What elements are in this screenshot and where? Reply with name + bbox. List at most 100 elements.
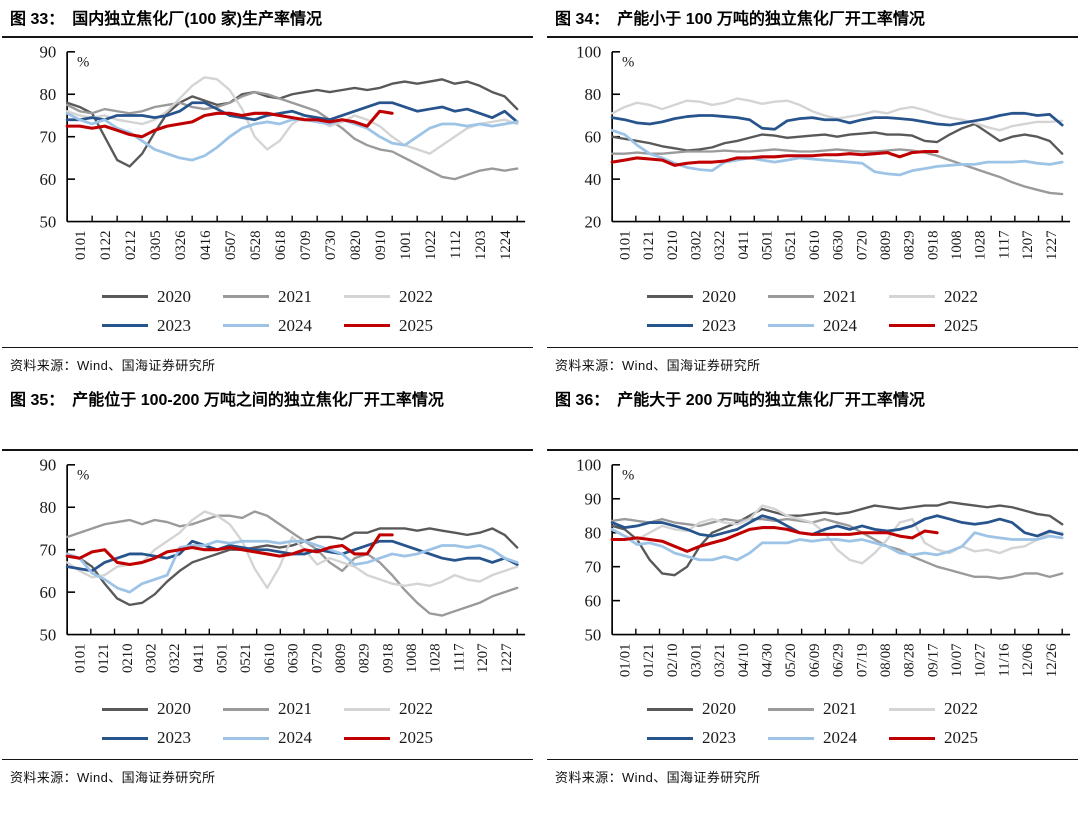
legend-item-2024: 2024 (223, 316, 312, 336)
legend-item-2025: 2025 (344, 316, 433, 336)
figure-34-title: 图 34： 产能小于 100 万吨的独立焦化厂开工率情况 (555, 11, 925, 28)
x-tick-label: 12/26 (1044, 643, 1060, 677)
x-tick-label: 0122 (98, 230, 114, 260)
figure-35-panel: 图 35： 产能位于 100-200 万吨之间的独立焦化厂开工率情况 50 60 7… (2, 383, 533, 796)
x-axis-ticks (611, 628, 1063, 635)
legend-item-2023: 2023 (102, 728, 191, 748)
legend-label: 2020 (157, 286, 191, 306)
y-axis-ticks: 50 60 70 80 90 100 (576, 455, 621, 644)
legend-row: 2020 2021 2022 (647, 287, 978, 307)
legend-label: 2024 (823, 315, 857, 335)
x-tick-label: 0630 (286, 643, 302, 673)
legend-label: 2025 (399, 728, 433, 748)
x-tick-label: 0121 (641, 230, 657, 260)
legend-item-2024: 2024 (768, 316, 857, 336)
figure-33-legend: 2020 2021 2022 2023 2024 2025 (2, 287, 533, 336)
x-tick-label: 0720 (309, 643, 325, 673)
x-tick-label: 0411 (736, 230, 752, 259)
title-rule (2, 448, 533, 451)
figure-34-legend: 2020 2021 2022 2023 2024 2025 (547, 287, 1078, 336)
x-tick-label: 0809 (333, 643, 349, 673)
legend-line-swatch (344, 324, 390, 328)
x-tick-label: 10/27 (973, 643, 989, 677)
legend-row: 2023 2024 2025 (102, 728, 433, 748)
x-axis-ticks (66, 215, 518, 222)
legend-line-swatch (102, 295, 148, 299)
x-tick-label: 1227 (1044, 230, 1060, 260)
y-axis-unit-label: % (622, 467, 634, 483)
source-rule (547, 346, 1078, 348)
y-tick-label: 60 (40, 583, 57, 602)
x-tick-label: 1207 (1020, 230, 1036, 260)
legend-item-2021: 2021 (223, 287, 312, 307)
legend-line-swatch (647, 707, 693, 711)
figure-34-source: 资料来源：Wind、国海证券研究所 (555, 357, 761, 373)
x-tick-label: 07/19 (854, 643, 870, 677)
axes (66, 464, 526, 636)
legend-label: 2023 (702, 315, 736, 335)
y-axis-unit-label: % (77, 55, 89, 71)
legend-item-2020: 2020 (102, 287, 191, 307)
x-tick-label: 09/17 (925, 643, 941, 677)
x-tick-label: 1207 (475, 643, 491, 673)
figure-34-panel: 图 34： 产能小于 100 万吨的独立焦化厂开工率情况 20 40 60 80 100… (547, 2, 1078, 383)
x-tick-label: 08/28 (902, 643, 918, 677)
x-tick-label: 1112 (448, 230, 464, 259)
legend-item-2022: 2022 (889, 287, 978, 307)
x-tick-label: 0101 (72, 643, 88, 673)
legend-item-2020: 2020 (647, 699, 736, 719)
series-line-2022 (65, 510, 519, 589)
series-line-2024 (610, 527, 1064, 561)
legend-item-2023: 2023 (647, 316, 736, 336)
source-rule (2, 759, 533, 761)
title-rule (2, 36, 533, 38)
y-tick-label: 50 (40, 212, 57, 231)
x-tick-label: 02/10 (665, 643, 681, 677)
legend-line-swatch (647, 324, 693, 328)
series-line-2021 (65, 90, 519, 181)
series-line-2024 (65, 111, 519, 162)
legend-label: 2021 (278, 286, 312, 306)
series-line-2021 (610, 517, 1064, 580)
legend-line-swatch (889, 707, 935, 711)
axes (611, 464, 1071, 636)
series-lines (65, 510, 519, 617)
y-tick-label: 70 (40, 128, 57, 147)
x-tick-label: 0610 (807, 230, 823, 260)
legend-item-2023: 2023 (102, 316, 191, 336)
x-tick-label: 05/20 (783, 643, 799, 677)
x-axis-labels: 0101 0121 0210 0302 0322 0411 0501 0521 0610 0630… (72, 643, 514, 673)
legend-label: 2024 (278, 315, 312, 335)
x-tick-label: 0829 (902, 230, 918, 260)
figure-34-chart-canvas: 20 40 60 80 100% 0101 0121 0210 0302 0322 0411 0501… (576, 43, 1071, 260)
legend-item-2020: 2020 (102, 699, 191, 719)
x-tick-label: 01/01 (617, 643, 633, 677)
figure-36-title: 图 36： 产能大于 200 万吨的独立焦化厂开工率情况 (555, 391, 925, 409)
y-tick-label: 80 (40, 85, 57, 104)
legend-item-2020: 2020 (647, 287, 736, 307)
x-tick-label: 08/08 (878, 643, 894, 677)
series-line-2025 (610, 149, 939, 167)
legend-row: 2020 2021 2022 (102, 699, 433, 719)
x-tick-label: 0521 (783, 230, 799, 260)
source-rule (2, 346, 533, 348)
legend-label: 2021 (823, 286, 857, 306)
series-lines (610, 97, 1064, 196)
series-line-2023 (610, 111, 1064, 131)
x-axis-ticks (66, 628, 518, 635)
x-tick-label: 10/07 (949, 643, 965, 677)
x-tick-label: 0630 (831, 230, 847, 260)
legend-item-2021: 2021 (768, 699, 857, 719)
legend-item-2024: 2024 (223, 728, 312, 748)
x-tick-label: 1008 (404, 643, 420, 673)
series-line-2020 (65, 78, 519, 168)
legend-line-swatch (102, 736, 148, 740)
x-tick-label: 0302 (688, 230, 704, 260)
x-axis-ticks (611, 215, 1063, 222)
legend-label: 2020 (702, 286, 736, 306)
legend-label: 2024 (278, 728, 312, 748)
legend-line-swatch (889, 295, 935, 299)
x-tick-label: 06/09 (807, 643, 823, 677)
